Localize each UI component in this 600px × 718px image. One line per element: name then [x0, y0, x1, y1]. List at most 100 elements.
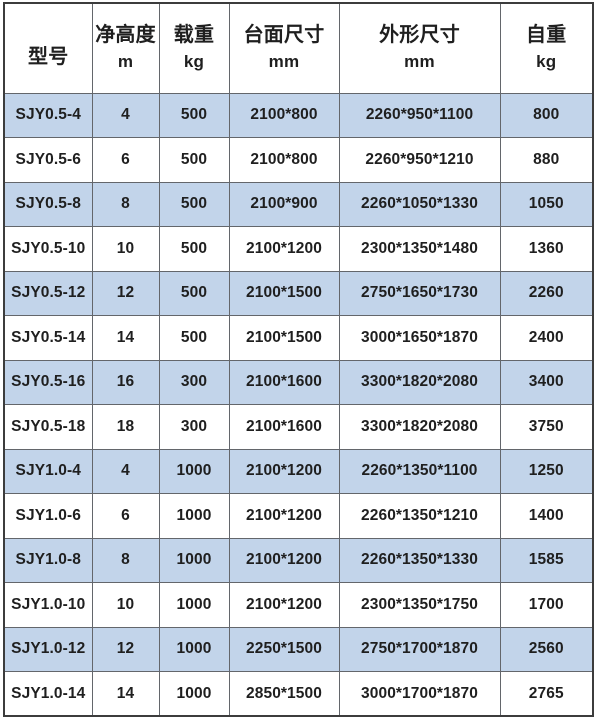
cell-height: 10 [91, 226, 160, 272]
table-row: SJY0.5-18 18 300 2100*1600 3300*1820*2080 375… [3, 404, 594, 450]
cell-weight: 2560 [499, 626, 594, 672]
cell-model: SJY1.0-8 [3, 537, 93, 583]
cell-height: 6 [91, 493, 160, 539]
cell-outer: 3300*1820*2080 [338, 404, 501, 450]
header-cell-table: 台面尺寸 mm [228, 2, 340, 94]
table-row: SJY1.0-12 12 1000 2250*1500 2750*1700*1870 25… [3, 626, 594, 672]
cell-outer: 2750*1650*1730 [338, 270, 501, 316]
header-label-table: 台面尺寸 [243, 24, 325, 47]
header-unit-table: mm [268, 52, 300, 72]
cell-model: SJY0.5-8 [3, 181, 93, 227]
cell-weight: 1050 [499, 181, 594, 227]
cell-height: 10 [91, 582, 160, 628]
cell-height: 14 [91, 671, 160, 717]
cell-load: 1000 [158, 493, 230, 539]
cell-model: SJY0.5-4 [3, 92, 93, 138]
cell-table: 2850*1500 [228, 671, 340, 717]
cell-model: SJY1.0-6 [3, 493, 93, 539]
cell-table: 2100*1200 [228, 537, 340, 583]
header-label-weight: 自重 [526, 24, 567, 47]
table-row: SJY0.5-16 16 300 2100*1600 3300*1820*2080 340… [3, 359, 594, 405]
header-label-model: 型号 [28, 46, 69, 69]
spec-table-container: 型号 净高度 m 载重 kg 台面尺寸 mm 外形尺寸 mm 自重 kg SJY0.5-4 4 500 2… [3, 2, 594, 717]
table-row: SJY1.0-14 14 1000 2850*1500 3000*1700*1870 27… [3, 671, 594, 717]
header-unit-load: kg [183, 52, 205, 72]
cell-load: 500 [158, 181, 230, 227]
table-row: SJY0.5-14 14 500 2100*1500 3000*1650*1870 240… [3, 315, 594, 361]
cell-height: 12 [91, 626, 160, 672]
header-unit-outer: mm [404, 52, 435, 72]
cell-load: 1000 [158, 626, 230, 672]
cell-height: 8 [91, 537, 160, 583]
cell-weight: 2260 [499, 270, 594, 316]
cell-load: 300 [158, 404, 230, 450]
cell-outer: 2260*950*1210 [338, 137, 501, 183]
cell-table: 2100*1500 [228, 270, 340, 316]
cell-table: 2100*1200 [228, 582, 340, 628]
cell-outer: 2260*1350*1330 [338, 537, 501, 583]
cell-load: 500 [158, 92, 230, 138]
cell-height: 6 [91, 137, 160, 183]
header-cell-height: 净高度 m [91, 2, 160, 94]
cell-model: SJY0.5-10 [3, 226, 93, 272]
table-row: SJY0.5-6 6 500 2100*800 2260*950*1210 880 [3, 137, 594, 183]
cell-height: 8 [91, 181, 160, 227]
table-row: SJY1.0-4 4 1000 2100*1200 2260*1350*1100 1250 [3, 448, 594, 494]
header-row: 型号 净高度 m 载重 kg 台面尺寸 mm 外形尺寸 mm 自重 kg [3, 2, 594, 94]
cell-height: 4 [91, 448, 160, 494]
table-row: SJY0.5-4 4 500 2100*800 2260*950*1100 800 [3, 92, 594, 138]
cell-weight: 2765 [499, 671, 594, 717]
cell-load: 1000 [158, 582, 230, 628]
cell-weight: 2400 [499, 315, 594, 361]
cell-outer: 2260*1350*1100 [338, 448, 501, 494]
cell-height: 18 [91, 404, 160, 450]
header-cell-model: 型号 [3, 2, 93, 94]
cell-weight: 800 [499, 92, 594, 138]
cell-outer: 2260*950*1100 [338, 92, 501, 138]
cell-outer: 2300*1350*1750 [338, 582, 501, 628]
cell-table: 2100*1200 [228, 226, 340, 272]
cell-load: 500 [158, 315, 230, 361]
table-body: SJY0.5-4 4 500 2100*800 2260*950*1100 800 SJY0… [3, 92, 594, 717]
cell-weight: 1700 [499, 582, 594, 628]
cell-model: SJY1.0-12 [3, 626, 93, 672]
header-cell-weight: 自重 kg [499, 2, 594, 94]
cell-load: 500 [158, 270, 230, 316]
cell-model: SJY0.5-18 [3, 404, 93, 450]
header-label-height: 净高度 [95, 24, 156, 47]
cell-load: 300 [158, 359, 230, 405]
table-row: SJY0.5-12 12 500 2100*1500 2750*1650*1730 226… [3, 270, 594, 316]
cell-table: 2100*1200 [228, 493, 340, 539]
cell-height: 4 [91, 92, 160, 138]
cell-load: 500 [158, 226, 230, 272]
cell-outer: 3000*1700*1870 [338, 671, 501, 717]
table-row: SJY1.0-8 8 1000 2100*1200 2260*1350*1330 1585 [3, 537, 594, 583]
table-row: SJY1.0-6 6 1000 2100*1200 2260*1350*1210 1400 [3, 493, 594, 539]
cell-table: 2100*800 [228, 137, 340, 183]
cell-table: 2100*800 [228, 92, 340, 138]
cell-table: 2100*1200 [228, 448, 340, 494]
lift-platform-spec-table: 型号 净高度 m 载重 kg 台面尺寸 mm 外形尺寸 mm 自重 kg SJY0.5-4 4 500 2… [3, 2, 594, 717]
cell-table: 2100*1500 [228, 315, 340, 361]
cell-outer: 2750*1700*1870 [338, 626, 501, 672]
cell-table: 2100*900 [228, 181, 340, 227]
cell-outer: 2300*1350*1480 [338, 226, 501, 272]
header-cell-outer: 外形尺寸 mm [338, 2, 501, 94]
table-header: 型号 净高度 m 载重 kg 台面尺寸 mm 外形尺寸 mm 自重 kg [3, 2, 594, 94]
cell-model: SJY1.0-14 [3, 671, 93, 717]
cell-load: 500 [158, 137, 230, 183]
table-row: SJY1.0-10 10 1000 2100*1200 2300*1350*1750 17… [3, 582, 594, 628]
cell-outer: 3000*1650*1870 [338, 315, 501, 361]
cell-model: SJY0.5-6 [3, 137, 93, 183]
cell-model: SJY0.5-12 [3, 270, 93, 316]
cell-weight: 1585 [499, 537, 594, 583]
cell-outer: 2260*1050*1330 [338, 181, 501, 227]
cell-table: 2100*1600 [228, 359, 340, 405]
cell-model: SJY1.0-4 [3, 448, 93, 494]
cell-height: 12 [91, 270, 160, 316]
header-label-load: 载重 [173, 24, 215, 47]
cell-weight: 880 [499, 137, 594, 183]
cell-height: 16 [91, 359, 160, 405]
table-row: SJY0.5-10 10 500 2100*1200 2300*1350*1480 136… [3, 226, 594, 272]
cell-load: 1000 [158, 448, 230, 494]
